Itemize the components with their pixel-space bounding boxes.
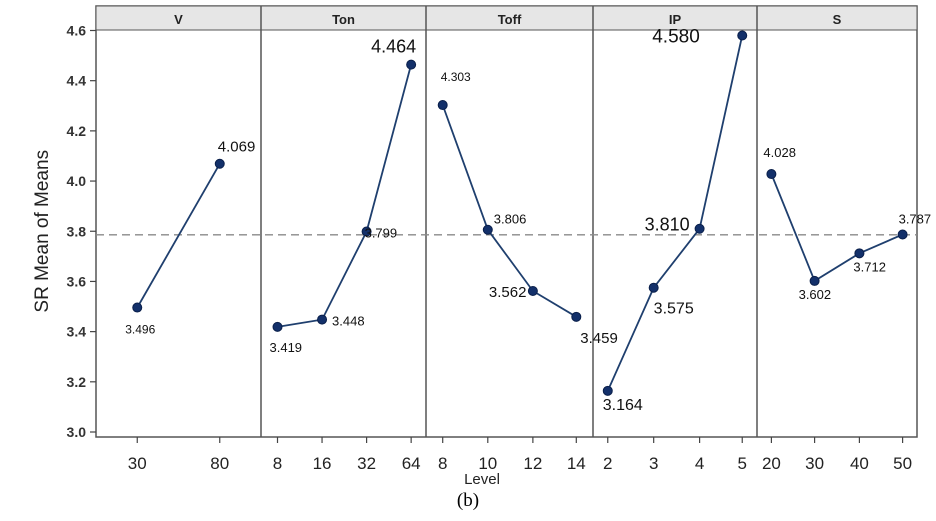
data-label-v: 4.069 (218, 139, 256, 156)
x-tick-label-ip: 2 (603, 454, 612, 473)
figure-caption: (b) (456, 490, 480, 511)
data-label-toff: 4.303 (441, 70, 471, 84)
data-label-ton: 4.464 (371, 37, 416, 57)
y-tick-label: 3.2 (67, 374, 87, 390)
panel-title-v: V (174, 12, 183, 27)
x-axis-label: Level (464, 471, 500, 488)
data-label-s: 3.787 (899, 212, 932, 227)
panel-header-v (95, 5, 262, 31)
data-point-ip (694, 223, 705, 234)
x-tick-label-ip: 5 (738, 454, 747, 473)
main-effects-chart: V Ton Toff IP S 3.0 3.2 3.4 3.6 3.8 4.0 4.2 4.4 4.6 SR… (32, 5, 932, 488)
x-tick-label-s: 20 (762, 454, 781, 473)
data-label-s: 3.712 (853, 259, 886, 274)
data-label-toff: 3.806 (494, 212, 527, 227)
x-tick-label-toff: 8 (438, 454, 447, 473)
data-point-toff (527, 285, 538, 296)
x-tick-label-s: 40 (850, 454, 869, 473)
series-line-ip (606, 35, 744, 392)
data-point-s (766, 169, 777, 180)
series-line-toff (441, 104, 577, 318)
x-tick-label-toff: 14 (567, 454, 586, 473)
y-tick-label: 3.6 (67, 273, 87, 289)
x-tick-label-ton: 16 (313, 454, 332, 473)
y-tick-label: 3.8 (67, 223, 87, 239)
x-tick-label-ton: 8 (273, 454, 282, 473)
data-label-s: 4.028 (763, 145, 796, 160)
data-label-toff: 3.459 (580, 330, 618, 347)
x-tick-label-v: 80 (210, 454, 229, 473)
data-point-ip (648, 282, 659, 293)
data-point-ton (272, 321, 283, 332)
data-label-v: 3.496 (125, 323, 155, 337)
y-tick-label: 4.2 (67, 123, 87, 139)
data-label-ton: 3.448 (332, 314, 365, 329)
series-line-v (136, 163, 221, 308)
data-point-ton (406, 59, 417, 70)
data-point-toff (571, 311, 582, 322)
y-tick-label: 4.0 (67, 173, 87, 189)
panel-title-s: S (833, 12, 842, 27)
x-tick-label-s: 30 (805, 454, 824, 473)
x-tick-label-ton: 32 (357, 454, 376, 473)
series-line-s (770, 173, 903, 283)
data-point-ton (361, 226, 372, 237)
panel-header-ton (260, 5, 427, 31)
data-label-ip: 3.810 (645, 215, 690, 235)
panel-title-toff: Toff (498, 12, 522, 27)
panel-header-ip (592, 5, 758, 31)
x-tick-label-ton: 64 (402, 454, 421, 473)
data-point-ip (737, 30, 748, 41)
data-point-v (132, 302, 143, 313)
y-tick-label: 4.6 (67, 23, 87, 39)
panel-title-ip: IP (669, 12, 682, 27)
data-label-ton: 3.419 (270, 340, 303, 355)
data-point-ip (602, 385, 613, 396)
data-point-s (897, 229, 908, 240)
plot-frame (95, 5, 918, 438)
data-label-ip: 3.164 (603, 397, 643, 414)
data-point-s (854, 248, 865, 259)
panel-title-ton: Ton (332, 12, 355, 27)
y-tick-label: 3.4 (67, 324, 87, 340)
x-tick-label-toff: 10 (478, 454, 497, 473)
x-tick-label-ip: 3 (649, 454, 658, 473)
data-label-toff: 3.562 (489, 284, 527, 301)
data-point-toff (437, 100, 448, 111)
x-tick-label-ip: 4 (695, 454, 704, 473)
x-tick-label-s: 50 (893, 454, 912, 473)
x-tick-label-toff: 12 (523, 454, 542, 473)
data-point-v (214, 158, 225, 169)
data-label-ip: 3.575 (654, 301, 694, 318)
x-tick-label-v: 30 (128, 454, 147, 473)
data-point-toff (482, 224, 493, 235)
data-label-ton: 3.799 (365, 226, 398, 241)
data-label-s: 3.602 (799, 287, 832, 302)
y-tick-label: 4.4 (67, 73, 87, 89)
data-point-ton (317, 314, 328, 325)
series-line-ton (277, 64, 412, 328)
y-axis-label: SR Mean of Means (32, 150, 53, 313)
y-tick-label: 3.0 (67, 424, 87, 440)
data-point-s (809, 275, 820, 286)
data-label-ip: 4.580 (652, 27, 700, 48)
